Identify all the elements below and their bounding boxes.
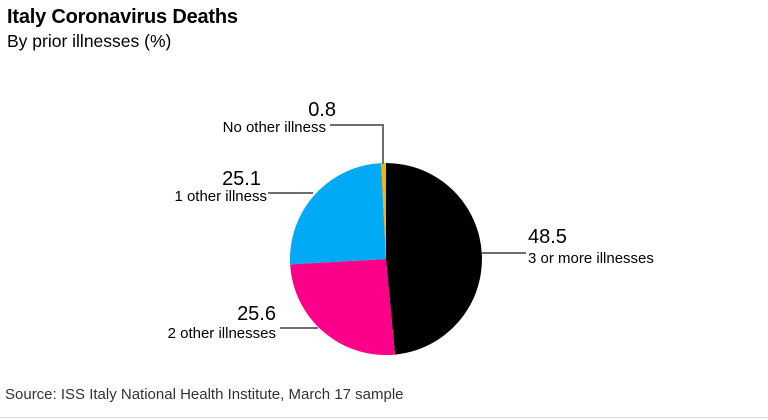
- leader-line-two-other: [280, 327, 318, 329]
- callout-value-no-other-illness: 0.8: [308, 99, 336, 121]
- callout-value-three-plus-illnesses: 48.5: [528, 226, 567, 248]
- pie-chart: [289, 163, 482, 355]
- pie-chart-container: [286, 159, 486, 359]
- callout-label-one-other-illness: 1 other illness: [174, 188, 267, 205]
- pie-slice-no-other-illness: [381, 163, 386, 259]
- leader-line-one-other: [268, 192, 313, 194]
- source-attribution: Source: ISS Italy National Health Instit…: [5, 386, 404, 403]
- pie-slice-3-or-more-illnesses: [386, 163, 482, 355]
- page-title: Italy Coronavirus Deaths: [7, 6, 238, 28]
- bottom-divider: [0, 417, 768, 418]
- leader-line-no-other-vertical: [382, 124, 384, 164]
- pie-slice-2-other-illnesses: [290, 259, 396, 355]
- callout-label-two-other-illnesses: 2 other illnesses: [167, 325, 276, 342]
- pie-slice-1-other-illness: [289, 163, 386, 265]
- leader-line-no-other-horizontal: [330, 124, 384, 126]
- page-subtitle: By prior illnesses (%): [7, 31, 172, 51]
- callout-label-three-plus-illnesses: 3 or more illnesses: [528, 250, 654, 267]
- leader-line-three-plus: [482, 252, 526, 254]
- callout-label-no-other-illness: No other illness: [222, 119, 326, 136]
- callout-value-one-other-illness: 25.1: [222, 168, 261, 190]
- callout-value-two-other-illnesses: 25.6: [237, 303, 276, 325]
